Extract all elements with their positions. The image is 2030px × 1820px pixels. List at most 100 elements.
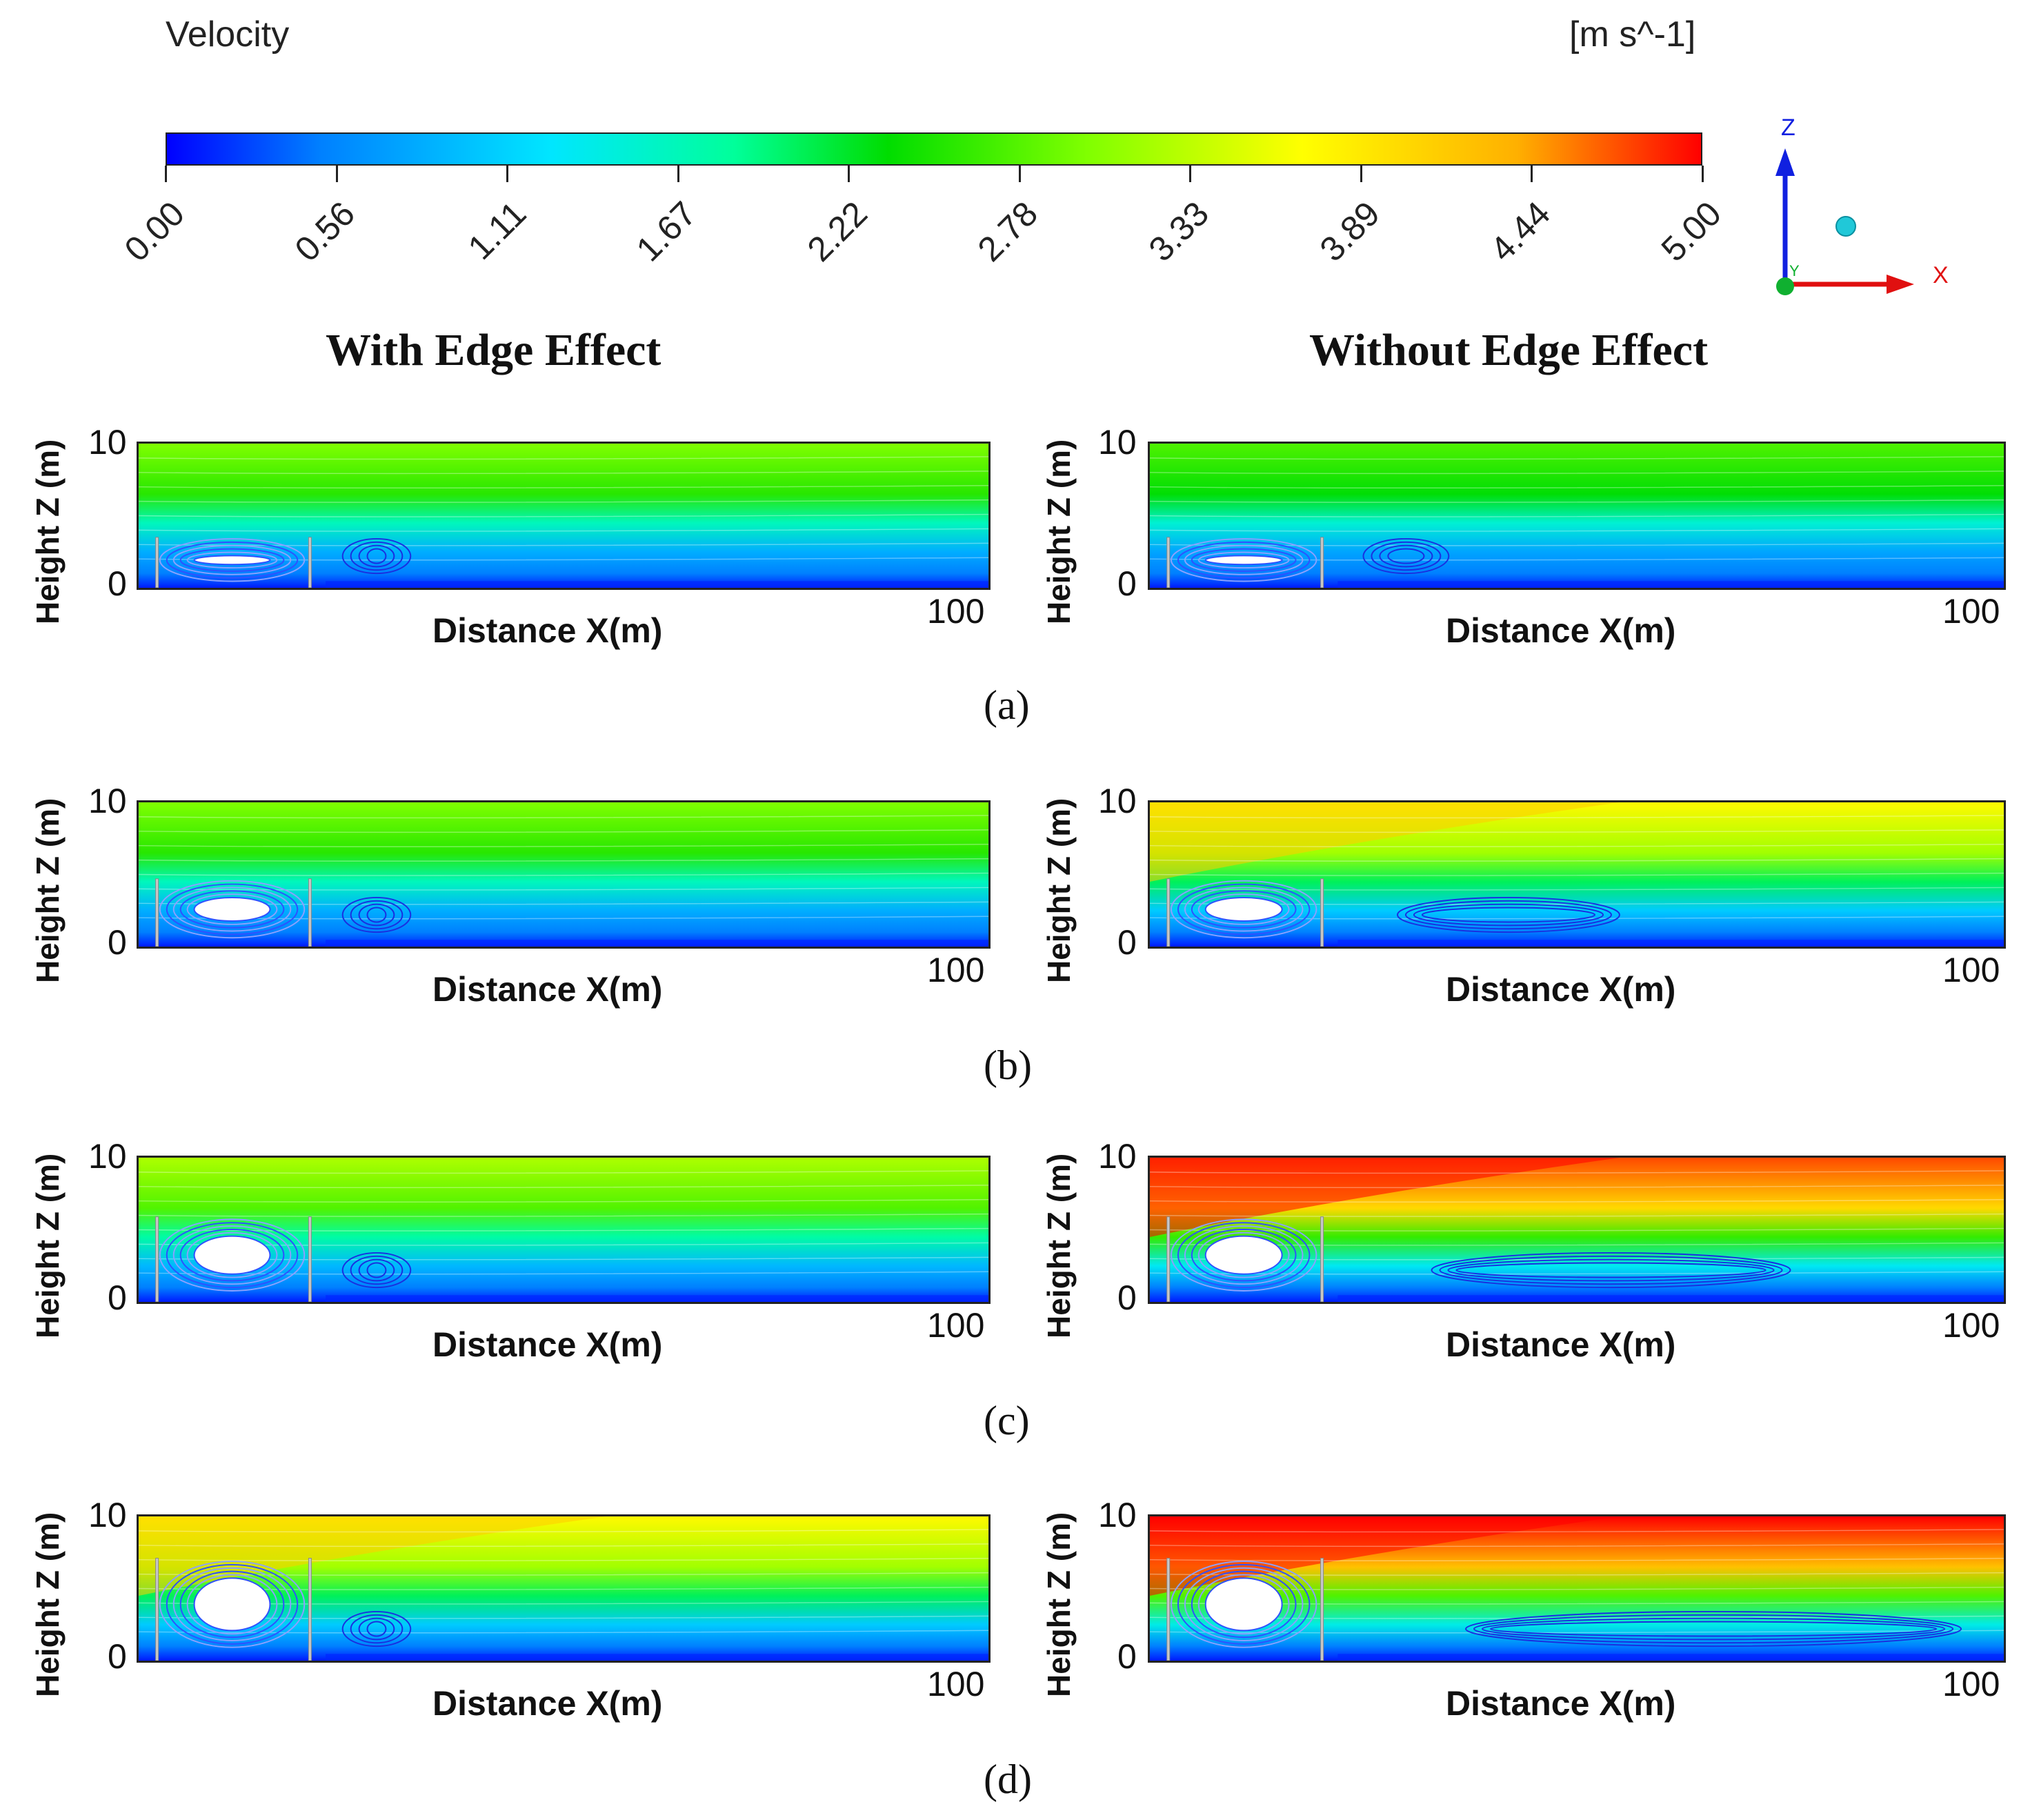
- velocity-field: [139, 802, 988, 947]
- x-axis-title: Distance X(m): [432, 611, 663, 650]
- y-tick-label-top: 10: [88, 1496, 127, 1534]
- contour-svg: [139, 802, 988, 947]
- y-tick-label-top: 10: [1098, 782, 1137, 820]
- color-bar-tick: [165, 166, 167, 182]
- y-tick-label-top: 10: [88, 1137, 127, 1176]
- color-bar-tick-label: 5.00: [1653, 194, 1729, 269]
- recirculation-vortex: [193, 1235, 271, 1275]
- color-bar-tick: [677, 166, 679, 182]
- streamline: [1150, 1213, 2004, 1217]
- y-axis-title: Height Z (m): [1041, 798, 1077, 983]
- velocity-contour-plot-left: [137, 1156, 991, 1304]
- recirculation-vortex: [159, 880, 306, 939]
- velocity-field: [139, 444, 988, 588]
- recirculation-vortex: [166, 1563, 299, 1645]
- recirculation-vortex: [159, 1561, 306, 1648]
- wake-vortex: [366, 1262, 387, 1278]
- recirculation-vortex: [186, 1232, 278, 1278]
- wake-vortex: [358, 903, 395, 927]
- color-bar-tick-label: 0.00: [117, 194, 192, 269]
- ground-boundary-layer: [1337, 1295, 2004, 1302]
- obstacle-wall: [1166, 1216, 1171, 1302]
- column-title-with-edge: With Edge Effect: [326, 325, 661, 375]
- wake-vortex: [1489, 1621, 1938, 1637]
- recirculation-vortex: [186, 551, 278, 569]
- x-tick-label-max: 100: [1942, 951, 2000, 989]
- color-bar-tick-label: 2.22: [799, 194, 875, 269]
- contour-svg: [139, 1158, 988, 1302]
- y-axis-title: Height Z (m): [1041, 1512, 1077, 1697]
- streamline: [139, 1199, 988, 1203]
- contour-svg: [139, 1516, 988, 1661]
- recirculation-vortex: [1170, 1561, 1317, 1648]
- x-axis-title: Distance X(m): [1446, 1325, 1676, 1364]
- ground-boundary-layer: [326, 581, 988, 588]
- column-title-without-edge: Without Edge Effect: [1309, 325, 1709, 375]
- color-bar-tick: [1189, 166, 1192, 182]
- y-tick-label-bottom: 0: [108, 564, 127, 603]
- streamline: [139, 513, 988, 517]
- streamline: [1150, 513, 2004, 517]
- inlet-high-velocity-zone: [139, 1516, 606, 1596]
- wake-vortex: [350, 541, 404, 571]
- recirculation-vortex: [1191, 1570, 1297, 1639]
- color-bar-tick-label: 0.56: [287, 194, 363, 269]
- contour-svg: [1150, 444, 2004, 588]
- recirculation-vortex: [159, 538, 306, 582]
- recirculation-vortex: [193, 1577, 271, 1632]
- wake-vortex: [341, 896, 412, 933]
- y-axis-label: Y: [1789, 262, 1800, 279]
- streamline: [1150, 829, 2004, 833]
- ground-boundary-layer: [326, 940, 988, 947]
- recirculation-vortex: [172, 1567, 292, 1641]
- y-tick-label-bottom: 0: [1117, 923, 1137, 962]
- obstacle-wall: [1320, 537, 1324, 588]
- x-axis-title: Distance X(m): [432, 1325, 663, 1364]
- streamline: [1150, 844, 2004, 847]
- recirculation-vortex: [172, 1225, 292, 1285]
- streamline: [139, 471, 988, 475]
- streamline: [139, 1529, 988, 1533]
- contour-svg: [1150, 802, 2004, 947]
- streamline: [1150, 485, 2004, 488]
- y-tick-label-bottom: 0: [1117, 564, 1137, 603]
- color-bar-tick-label: 2.78: [971, 194, 1046, 269]
- x-axis-label: X: [1933, 262, 1949, 288]
- obstacle-wall: [1166, 537, 1171, 588]
- recirculation-vortex: [179, 890, 285, 929]
- wake-vortex: [1473, 1614, 1954, 1644]
- color-bar-tick: [848, 166, 850, 182]
- obstacle-wall: [1166, 1558, 1171, 1661]
- streamline: [139, 456, 988, 460]
- velocity-field: [1150, 444, 2004, 588]
- streamline: [1150, 1170, 2004, 1174]
- y-axis-dot: [1776, 277, 1794, 295]
- recirculation-vortex: [1184, 887, 1304, 932]
- wake-vortex: [1404, 900, 1612, 930]
- streamline: [1150, 456, 2004, 460]
- obstacle-wall: [1320, 878, 1324, 947]
- streamline: [1150, 1572, 2004, 1576]
- recirculation-vortex: [1197, 551, 1290, 569]
- color-bar-tick-label: 3.89: [1312, 194, 1387, 269]
- wake-vortex: [1397, 896, 1620, 933]
- wake-vortex: [1362, 537, 1450, 575]
- velocity-contour-plot-left: [137, 442, 991, 590]
- streamline: [139, 528, 988, 532]
- wake-vortex: [1421, 907, 1596, 923]
- inlet-high-velocity-zone: [1150, 1158, 1620, 1237]
- inlet-high-velocity-zone: [1150, 1516, 1620, 1596]
- recirculation-vortex: [186, 893, 278, 925]
- y-tick-label-bottom: 0: [1117, 1278, 1137, 1317]
- wake-vortex: [350, 900, 404, 930]
- velocity-contour-plot-left: [137, 800, 991, 949]
- recirculation-vortex: [1177, 1222, 1311, 1289]
- obstacle-wall: [155, 1558, 159, 1661]
- streamline: [1150, 499, 2004, 503]
- streamline: [1150, 1543, 2004, 1547]
- y-tick-label-bottom: 0: [1117, 1637, 1137, 1676]
- ground-boundary-layer: [326, 1654, 988, 1661]
- ground-boundary-layer: [1337, 581, 2004, 588]
- velocity-contour-plot-right: [1148, 442, 2006, 590]
- panel-label: (a): [984, 682, 1030, 728]
